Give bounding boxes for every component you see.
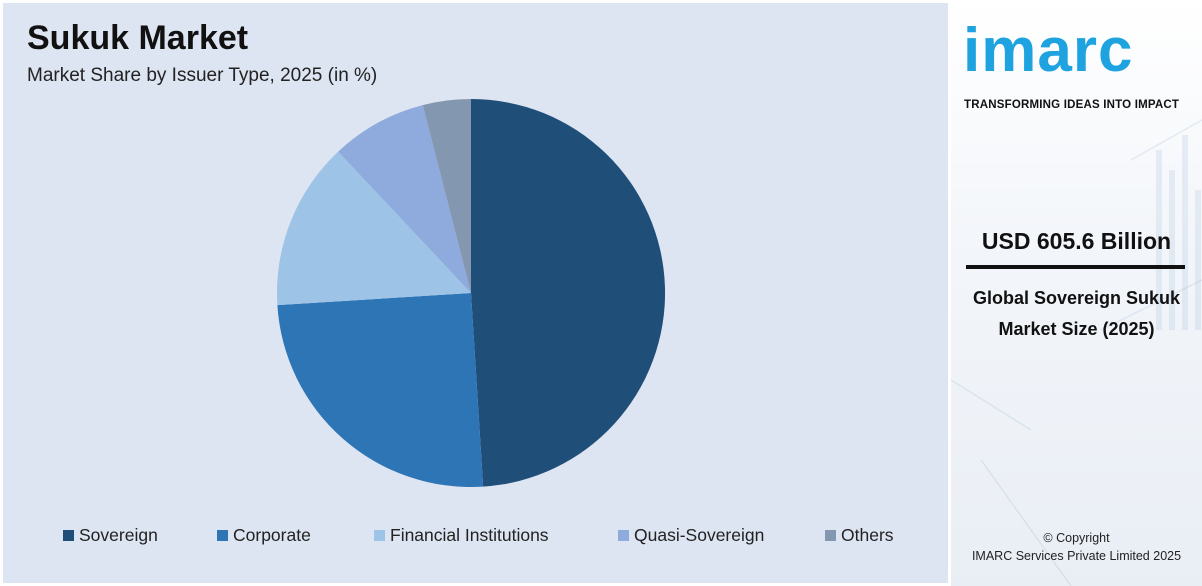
legend-item-quasi-sovereign: Quasi-Sovereign xyxy=(618,525,764,546)
legend-swatch xyxy=(217,530,228,541)
chart-subtitle: Market Share by Issuer Type, 2025 (in %) xyxy=(27,65,378,86)
legend-label: Sovereign xyxy=(79,525,158,545)
imarc-logo: imarc xyxy=(963,16,1134,85)
legend-item-others: Others xyxy=(825,525,894,546)
legend-swatch xyxy=(618,530,629,541)
chart-legend: Sovereign Corporate Financial Institutions… xyxy=(3,525,948,551)
copyright-line-2: IMARC Services Private Limited 2025 xyxy=(971,549,1182,563)
background-decoration xyxy=(951,119,1202,586)
chart-panel: Sukuk Market Market Share by Issuer Type… xyxy=(3,3,948,583)
kpi-divider xyxy=(966,265,1185,269)
chart-title: Sukuk Market xyxy=(27,19,249,57)
legend-item-sovereign: Sovereign xyxy=(63,525,158,546)
side-panel: imarc TRANSFORMING IDEAS INTO IMPACT USD… xyxy=(951,0,1202,586)
legend-swatch xyxy=(63,530,74,541)
legend-label: Others xyxy=(841,525,894,545)
legend-swatch xyxy=(825,530,836,541)
market-size-label: Global Sovereign Sukuk Market Size (2025… xyxy=(972,288,1181,339)
legend-item-corporate: Corporate xyxy=(217,525,311,546)
pie-chart xyxy=(276,98,666,488)
legend-label: Quasi-Sovereign xyxy=(634,525,765,545)
logo-tagline: TRANSFORMING IDEAS INTO IMPACT xyxy=(964,99,1180,111)
legend-swatch xyxy=(374,530,385,541)
pie-slice-quasi-sovereign xyxy=(338,105,471,293)
pie-slice-financial-institutions xyxy=(276,151,471,306)
copyright-line-1: © Copyright xyxy=(1043,531,1110,545)
copyright-text: © Copyright IMARC Services Private Limit… xyxy=(951,529,1202,565)
legend-label: Corporate xyxy=(233,525,311,545)
market-size-value: USD 605.6 Billion xyxy=(981,228,1172,254)
legend-label: Financial Institutions xyxy=(390,525,549,545)
pie-slice-corporate xyxy=(277,293,484,488)
pie-slice-sovereign xyxy=(471,98,666,487)
pie-slice-others xyxy=(422,98,471,293)
legend-item-financial-institutions: Financial Institutions xyxy=(374,525,549,546)
